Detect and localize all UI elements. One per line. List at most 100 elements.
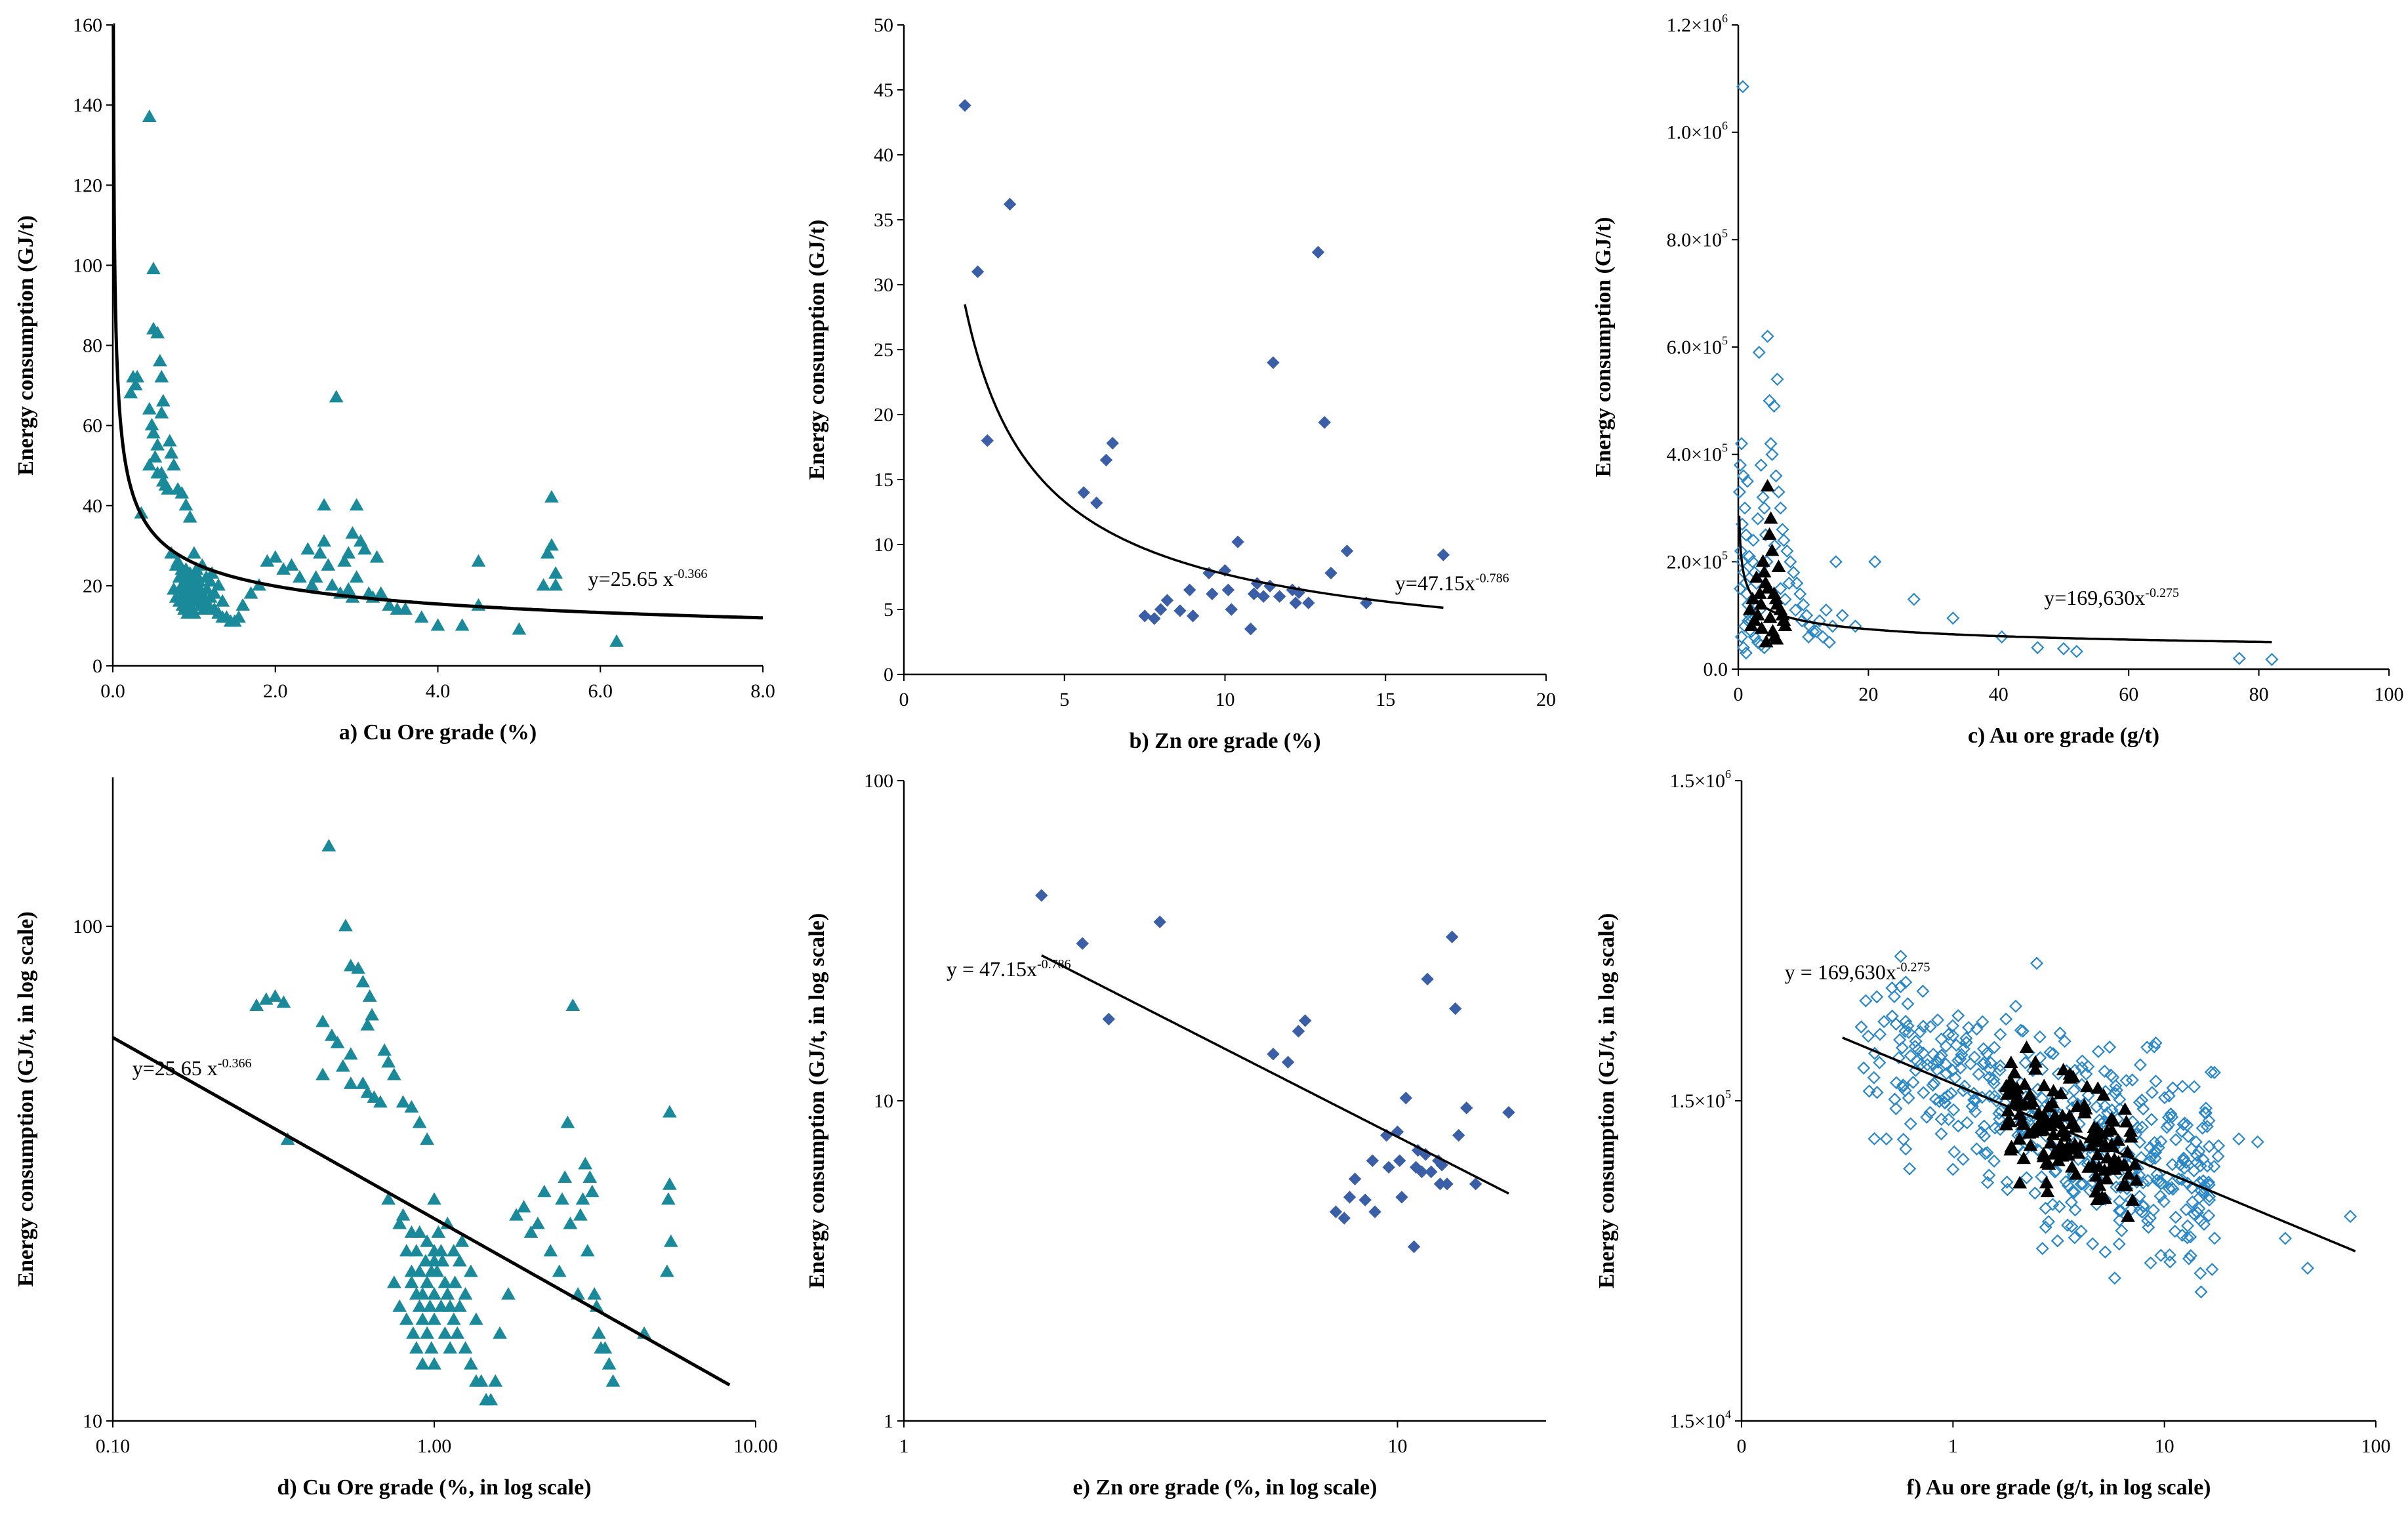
data-point: [463, 1357, 478, 1370]
data-point: [1901, 997, 1915, 1011]
data-point: [2179, 1202, 2193, 1216]
data-point: [2086, 1237, 2100, 1251]
data-point: [2014, 1023, 2028, 1037]
x-tick-label: 20: [1858, 684, 1878, 705]
data-point: [2035, 1242, 2049, 1256]
data-point: [2142, 1220, 2155, 1234]
data-point: [2031, 641, 2045, 655]
data-point: [2076, 1177, 2090, 1191]
data-point: [1761, 329, 1774, 343]
chart-f: 0 1 10 100 1.5×104 1.5×105 1.5×106 f) Au ore gr…: [1595, 768, 2391, 1500]
data-point: [2194, 1285, 2208, 1299]
data-point: [1901, 1019, 1915, 1033]
data-point: [1927, 1058, 1940, 1071]
data-point: [321, 838, 337, 852]
data-points: [123, 109, 624, 647]
data-point: [434, 1299, 449, 1312]
data-point: [2035, 1091, 2049, 1105]
data-point-highlight: [2069, 1167, 2083, 1180]
data-point: [1415, 1165, 1429, 1178]
data-point: [2020, 1171, 2033, 1185]
data-point: [381, 1055, 396, 1068]
data-point: [509, 1208, 523, 1221]
data-point: [438, 1326, 453, 1339]
data-point: [1951, 1119, 1965, 1133]
data-points: [1732, 80, 2279, 667]
data-point: [399, 1244, 414, 1257]
data-point: [2068, 1231, 2081, 1244]
data-point: [243, 586, 258, 599]
data-point: [1425, 1165, 1438, 1178]
data-point: [2115, 1223, 2129, 1237]
data-point-highlight: [2079, 1079, 2094, 1092]
data-point: [1732, 485, 1747, 499]
data-point: [373, 1095, 388, 1108]
data-point: [392, 1299, 407, 1312]
data-point: [167, 458, 181, 471]
chart-d: 0.10 1.00 10.00 10 100 d) Cu Ore grade (%, in…: [14, 777, 778, 1500]
data-point: [392, 1216, 407, 1229]
data-point-highlight: [2003, 1056, 2018, 1069]
data-point: [1739, 646, 1753, 660]
data-point: [1077, 486, 1090, 499]
x-tick-label: 15: [1376, 689, 1395, 710]
data-point: [1887, 990, 1901, 1004]
data-point: [1946, 1019, 1959, 1033]
data-point-highlight: [1759, 634, 1774, 647]
data-point: [1949, 1038, 1963, 1052]
data-point: [1102, 1012, 1115, 1026]
data-point: [1976, 1015, 1990, 1029]
data-point: [154, 369, 169, 382]
data-point-highlight: [2030, 1119, 2045, 1132]
data-point: [1938, 1096, 1951, 1109]
data-point: [235, 598, 251, 611]
data-point-highlight: [2068, 1137, 2082, 1150]
data-point: [455, 618, 470, 631]
data-point: [474, 1374, 489, 1387]
data-point: [1244, 622, 1257, 636]
data-point: [1902, 1025, 1915, 1039]
data-point: [2149, 1145, 2163, 1159]
data-point: [1138, 609, 1151, 623]
data-point: [1899, 976, 1913, 989]
data-point: [1734, 630, 1749, 644]
data-point: [493, 1326, 507, 1339]
data-point: [420, 1234, 434, 1247]
data-point: [2046, 1197, 2060, 1212]
data-point: [2184, 1249, 2197, 1263]
data-point: [2192, 1202, 2206, 1216]
data-point: [2190, 1149, 2204, 1162]
data-point: [1982, 1168, 1996, 1182]
data-point: [2149, 1075, 2163, 1088]
data-point: [1977, 1119, 1991, 1133]
data-point: [1835, 609, 1849, 623]
data-point: [2052, 1200, 2066, 1214]
data-point: [2182, 1252, 2196, 1265]
data-point: [1225, 603, 1238, 616]
data-point: [424, 1341, 439, 1354]
data-point: [1793, 587, 1807, 601]
data-point: [1889, 1017, 1903, 1031]
data-point: [2141, 1214, 2155, 1227]
data-point: [1970, 1022, 1984, 1036]
data-point: [324, 1028, 339, 1041]
data-point: [1957, 1079, 1972, 1093]
data-point-highlight: [2047, 1109, 2062, 1122]
data-point: [313, 546, 327, 559]
data-point: [2061, 1179, 2075, 1193]
data-point: [2133, 1096, 2146, 1109]
data-point: [1816, 630, 1830, 644]
data-point: [1911, 1042, 1925, 1057]
data-point: [1292, 1025, 1305, 1038]
data-point: [1774, 582, 1787, 596]
data-point-highlight: [2068, 1120, 2083, 1133]
data-point: [1302, 596, 1315, 609]
data-point: [1983, 1089, 1997, 1103]
data-point: [1934, 1127, 1948, 1141]
data-point-highlight: [1761, 581, 1776, 594]
data-point: [1916, 985, 1930, 998]
x-axis-title: f) Au ore grade (g/t, in log scale): [1907, 1475, 2211, 1500]
data-point: [1895, 1041, 1909, 1055]
data-point: [1896, 1132, 1910, 1146]
equation-label: y=25.65 x-0.366: [133, 1056, 252, 1080]
